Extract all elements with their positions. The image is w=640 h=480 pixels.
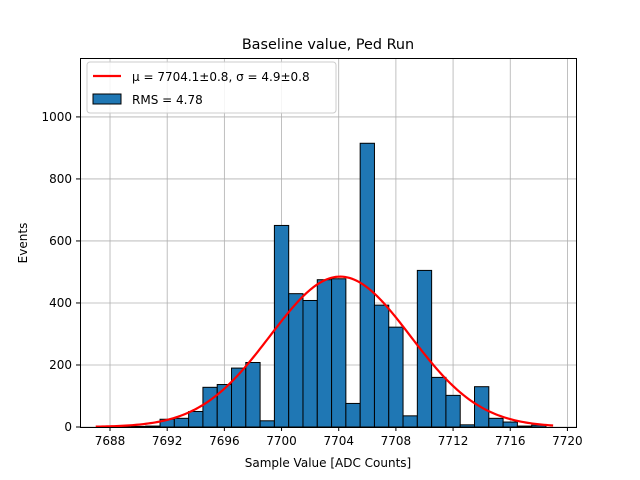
x-tick-label: 7696 [209,434,240,448]
histogram-bar [188,410,204,428]
histogram-bar [216,384,233,428]
x-tick-label: 7692 [152,434,183,448]
y-tick-label: 800 [49,172,72,186]
x-tick-label: 7712 [438,434,469,448]
histogram-bar [173,417,190,428]
chart-title: Baseline value, Ped Run [242,37,414,53]
histogram-bar [373,304,390,428]
histogram-bar [502,421,518,428]
gaussian-fit-curve [95,275,554,428]
histogram-bar [202,386,218,428]
x-tick-label: 7720 [552,434,583,448]
histogram-bar [130,425,147,428]
legend-histogram-swatch [92,93,122,105]
histogram-bar [316,279,333,428]
histogram-bar [488,417,504,428]
x-tick-label: 7708 [381,434,412,448]
histogram-bar [231,367,247,428]
histogram-bar [445,394,461,428]
y-tick-label: 0 [64,420,72,434]
histogram-bar [245,362,261,428]
histogram-bars [116,142,547,428]
histogram-bar [145,425,161,428]
histogram-bar [302,299,318,428]
y-axis-ticks: 0 200 400 600 800 1000 [41,110,80,434]
histogram-bar [345,402,361,428]
legend-histogram-label: RMS = 4.78 [132,93,203,107]
legend: μ = 7704.1±0.8, σ = 4.9±0.8 RMS = 4.78 [86,61,337,114]
histogram-bar [259,420,275,428]
y-tick-label: 1000 [41,110,72,124]
y-tick-label: 400 [49,296,72,310]
histogram-bar [388,326,404,428]
histogram-bar [431,376,447,428]
grid-lines [80,58,576,428]
x-tick-label: 7688 [95,434,126,448]
x-axis-ticks: 7688 7692 7696 7700 7704 7708 7712 7716 7720 [95,427,583,448]
x-tick-label: 7704 [323,434,354,448]
y-axis-label: Events [16,223,30,264]
y-tick-label: 200 [49,358,72,372]
x-tick-label: 7700 [266,434,297,448]
legend-fit-label: μ = 7704.1±0.8, σ = 4.9±0.8 [132,70,310,84]
x-axis-label: Sample Value [ADC Counts] [245,456,411,470]
histogram-bar [459,424,476,428]
y-tick-label: 600 [49,234,72,248]
histogram-bar [516,425,533,428]
histogram-bar [288,293,304,428]
plot-frame [80,58,577,428]
histogram-bar [402,415,418,428]
legend-box [86,61,337,114]
histogram-bar [331,278,347,428]
x-tick-label: 7716 [495,434,526,448]
